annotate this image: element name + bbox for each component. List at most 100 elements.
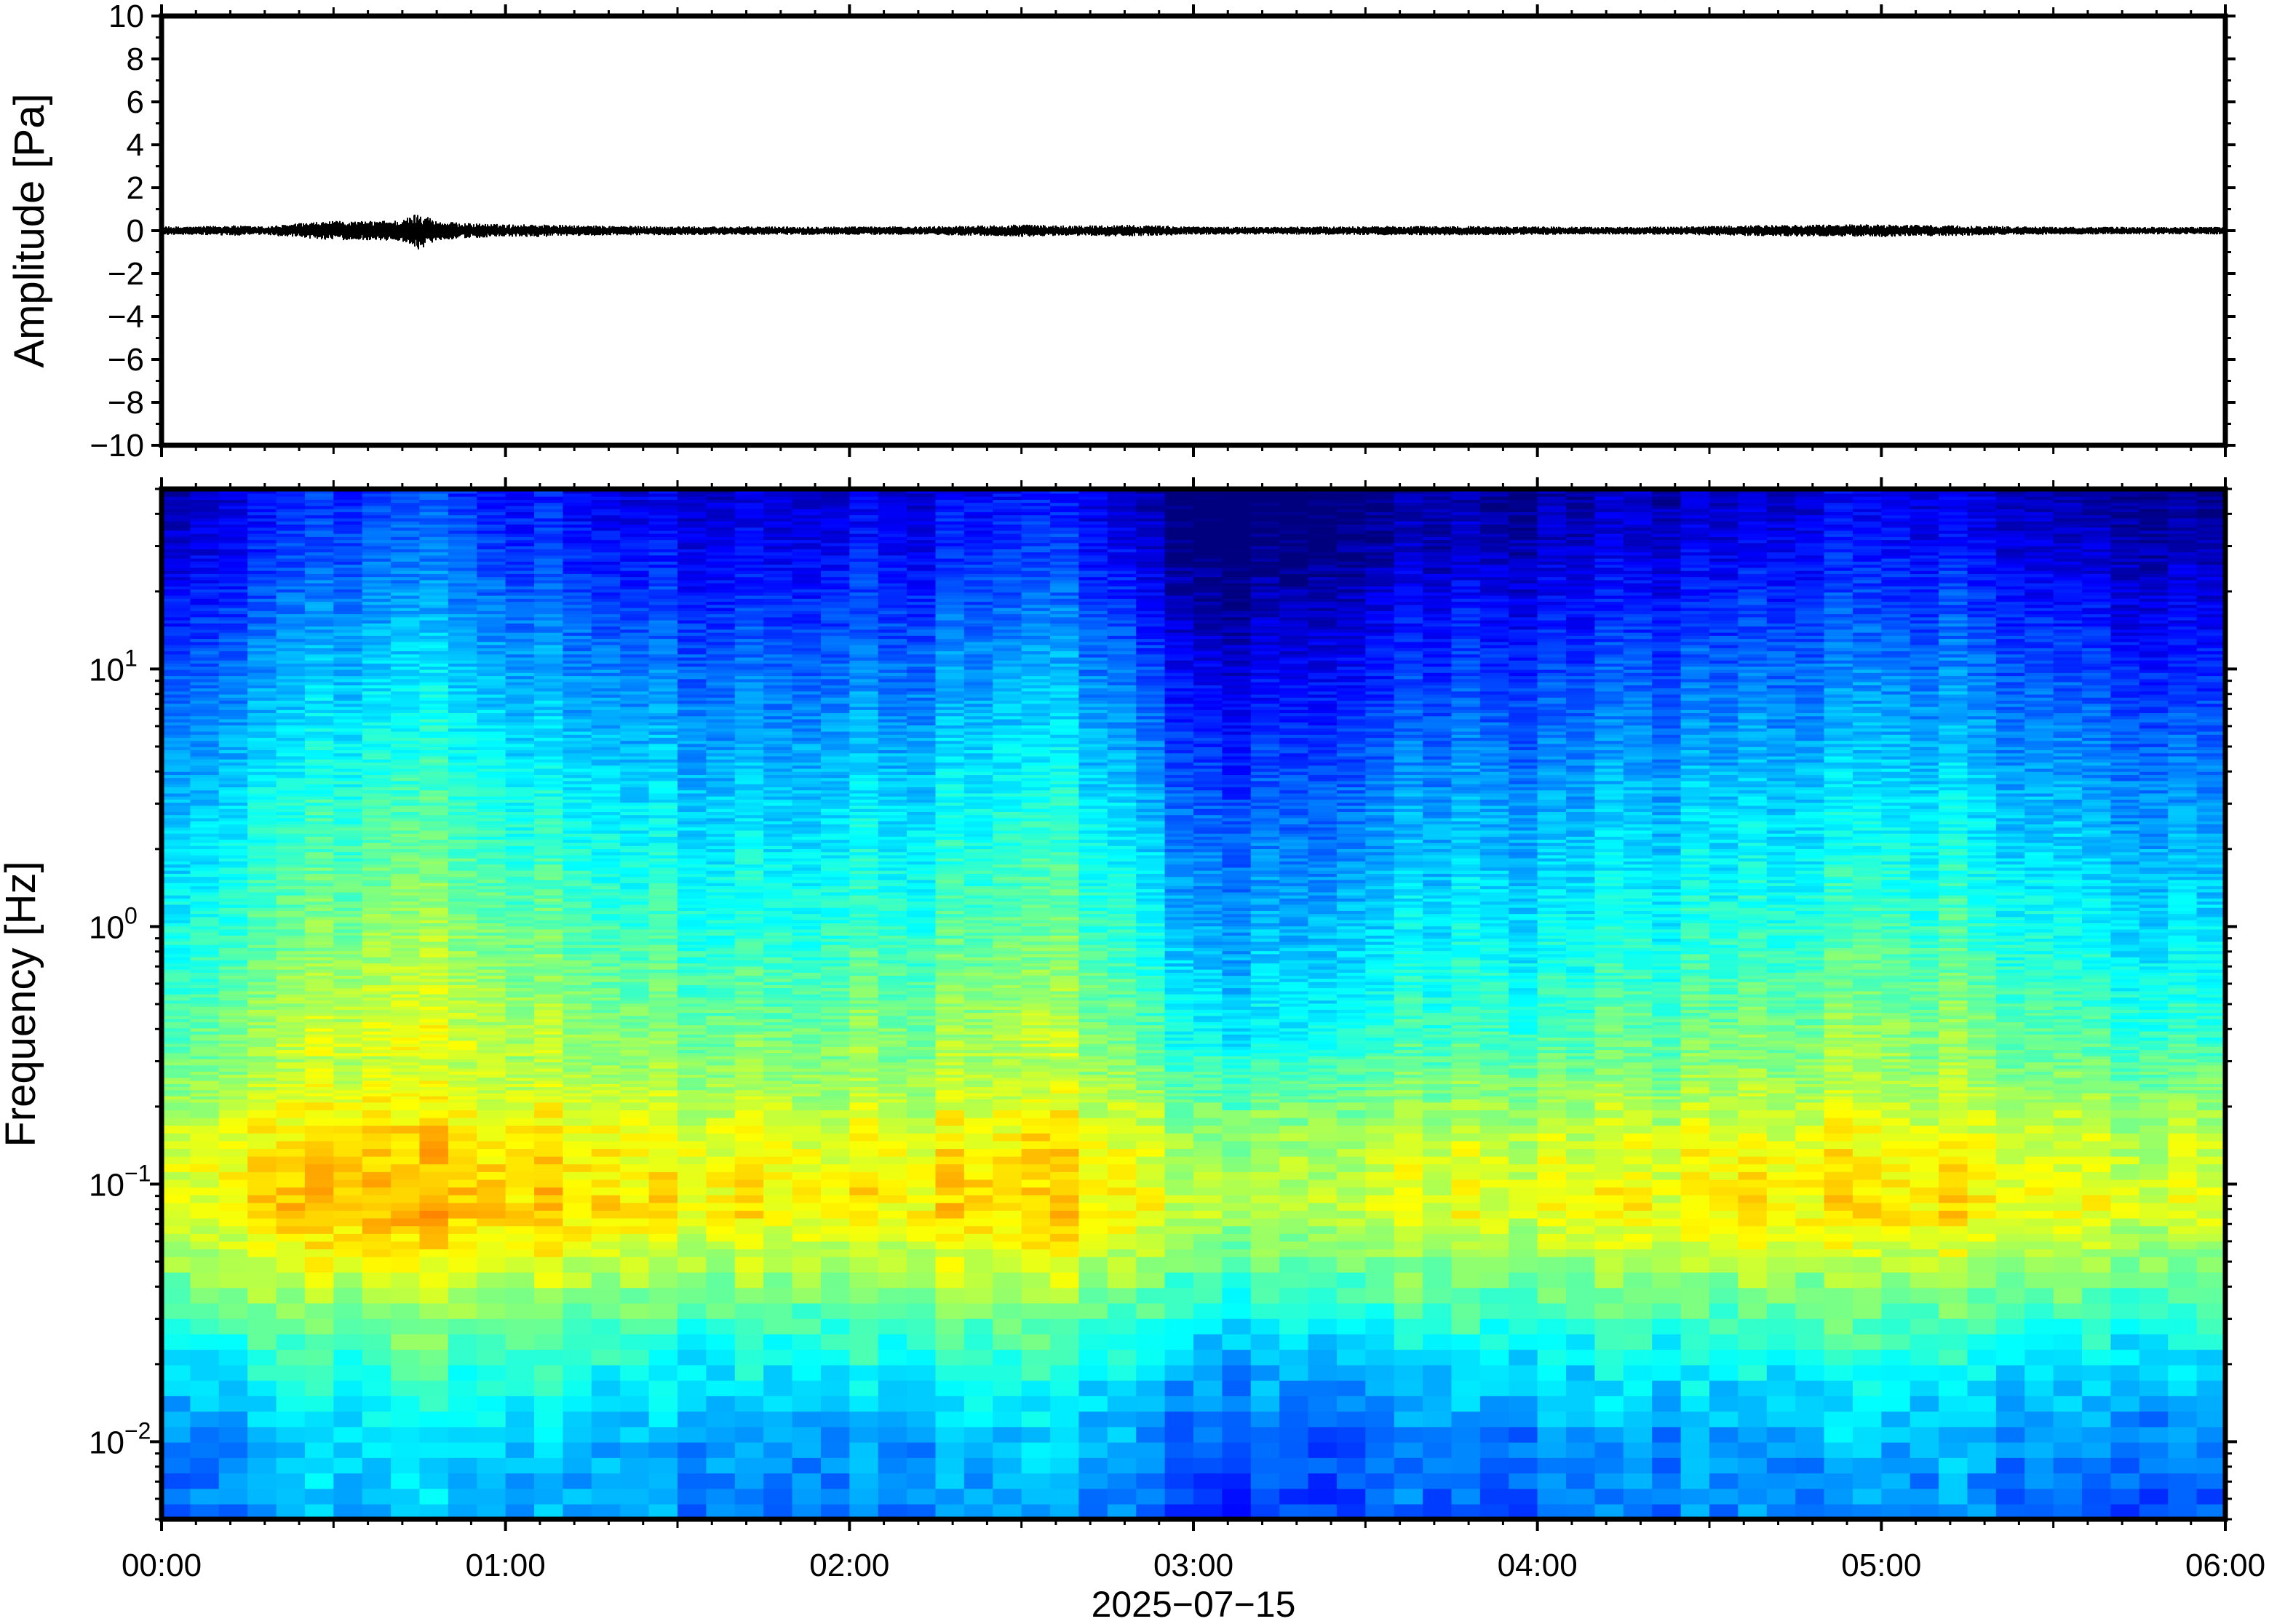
spectrogram-cell bbox=[591, 1272, 621, 1289]
spectrogram-cell bbox=[190, 524, 220, 528]
spectrogram-cell bbox=[620, 1473, 650, 1489]
spectrogram-cell bbox=[162, 984, 191, 989]
spectrogram-cell bbox=[304, 505, 335, 509]
spectrogram-cell bbox=[448, 1225, 478, 1234]
spectrogram-cell bbox=[247, 928, 277, 933]
spectrogram-cell bbox=[448, 1155, 478, 1165]
spectrogram-cell bbox=[304, 873, 335, 877]
spectrogram-cell bbox=[677, 1187, 707, 1195]
spectrogram-cell bbox=[563, 1473, 592, 1489]
spectrogram-cell bbox=[591, 1380, 621, 1396]
spectrogram-cell bbox=[563, 1272, 592, 1289]
spectrogram-cell bbox=[391, 1272, 421, 1289]
spectrogram-cell bbox=[162, 882, 191, 886]
spectrogram-cell bbox=[304, 1318, 335, 1334]
spectrogram-cell bbox=[333, 845, 363, 849]
spectrogram-cell bbox=[218, 675, 248, 680]
spectrogram-cell bbox=[218, 517, 248, 522]
spectrogram-cell bbox=[362, 1110, 392, 1118]
spectrogram-cell bbox=[648, 1155, 678, 1165]
spectrogram-cell bbox=[218, 1287, 248, 1304]
spectrogram-cell bbox=[563, 1148, 592, 1157]
spectrogram-cell bbox=[218, 944, 248, 948]
spectrogram-cell bbox=[505, 1225, 535, 1234]
spectrogram-cell bbox=[333, 997, 363, 1001]
spectrogram-cell bbox=[276, 656, 306, 661]
spectrogram-cell bbox=[190, 956, 220, 960]
spectrogram-cell bbox=[218, 1077, 248, 1081]
spectrogram-cell bbox=[247, 502, 277, 506]
spectrogram-cell bbox=[362, 693, 392, 698]
spectrogram-cell bbox=[190, 898, 220, 902]
spectrogram-cell bbox=[304, 1067, 335, 1072]
spectrogram-cell bbox=[304, 898, 335, 902]
spectrogram-cell bbox=[362, 1302, 392, 1319]
amplitude-tick-label: 0 bbox=[127, 213, 144, 249]
spectrogram-cell bbox=[162, 1040, 191, 1044]
spectrogram-cell bbox=[734, 1148, 764, 1157]
spectrogram-cell bbox=[190, 743, 220, 747]
spectrogram-cell bbox=[276, 1217, 306, 1227]
spectrogram-cell bbox=[162, 505, 191, 509]
spectrogram-cell bbox=[362, 780, 392, 784]
spectrogram-cell bbox=[218, 514, 248, 519]
spectrogram-cell bbox=[218, 1318, 248, 1334]
spectrogram-cell bbox=[677, 1287, 707, 1304]
spectrogram-cell bbox=[304, 1179, 335, 1188]
spectrogram-cell bbox=[190, 771, 220, 776]
spectrogram-cell bbox=[362, 928, 392, 933]
spectrogram-cell bbox=[419, 1233, 449, 1242]
spectrogram-cell bbox=[218, 1364, 248, 1381]
spectrogram-cell bbox=[190, 1140, 220, 1150]
spectrogram-cell bbox=[190, 1009, 220, 1014]
spectrogram-cell bbox=[591, 1217, 621, 1227]
spectrogram-cell bbox=[162, 536, 191, 541]
spectrogram-cell bbox=[304, 592, 335, 596]
spectrogram-cell bbox=[333, 706, 363, 710]
spectrogram-cell bbox=[247, 490, 277, 494]
spectrogram-cell bbox=[620, 1148, 650, 1157]
spectrogram-cell bbox=[247, 1034, 277, 1038]
spectrogram-cell bbox=[419, 1426, 449, 1443]
spectrogram-cell bbox=[162, 814, 191, 819]
spectrogram-cell bbox=[190, 867, 220, 871]
spectrogram-cell bbox=[620, 1225, 650, 1234]
spectrogram-cell bbox=[247, 1488, 277, 1505]
spectrogram-cell bbox=[218, 728, 248, 732]
spectrogram-cell bbox=[218, 950, 248, 955]
spectrogram-cell bbox=[304, 706, 335, 710]
spectrogram-cell bbox=[304, 997, 335, 1001]
spectrogram-cell bbox=[677, 1140, 707, 1150]
spectrogram-cell bbox=[162, 490, 191, 494]
spectrogram-cell bbox=[276, 1334, 306, 1350]
spectrogram-cell bbox=[534, 1210, 564, 1219]
spectrogram-cell bbox=[706, 1411, 736, 1428]
spectrogram-cell bbox=[591, 1256, 621, 1273]
spectrogram-cell bbox=[448, 1287, 478, 1304]
spectrogram-cell bbox=[162, 928, 191, 933]
spectrogram-cell bbox=[304, 981, 335, 985]
spectrogram-cell bbox=[276, 854, 306, 859]
spectrogram-cell bbox=[419, 1473, 449, 1489]
spectrogram-cell bbox=[247, 626, 277, 630]
spectrogram-cell bbox=[218, 1022, 248, 1026]
spectrogram-cell bbox=[247, 1364, 277, 1381]
spectrogram-cell bbox=[333, 774, 363, 779]
spectrogram-cell bbox=[505, 1202, 535, 1211]
spectrogram-cell bbox=[304, 931, 335, 936]
spectrogram-cell bbox=[247, 894, 277, 899]
spectrogram-cell bbox=[218, 650, 248, 655]
spectrogram-cell bbox=[304, 1030, 335, 1035]
spectrogram-cell bbox=[333, 854, 363, 859]
spectrogram-cell bbox=[218, 632, 248, 636]
spectrogram-cell bbox=[190, 928, 220, 933]
spectrogram-cell bbox=[162, 1457, 191, 1474]
spectrogram-cell bbox=[734, 1171, 764, 1180]
spectrogram-cell bbox=[591, 1117, 621, 1126]
spectrogram-cell bbox=[276, 1187, 306, 1195]
spectrogram-cell bbox=[162, 768, 191, 772]
spectrogram-cell bbox=[276, 512, 306, 516]
spectrogram-cell bbox=[190, 681, 220, 685]
spectrogram-cell bbox=[276, 787, 306, 791]
spectrogram-cell bbox=[162, 975, 191, 979]
